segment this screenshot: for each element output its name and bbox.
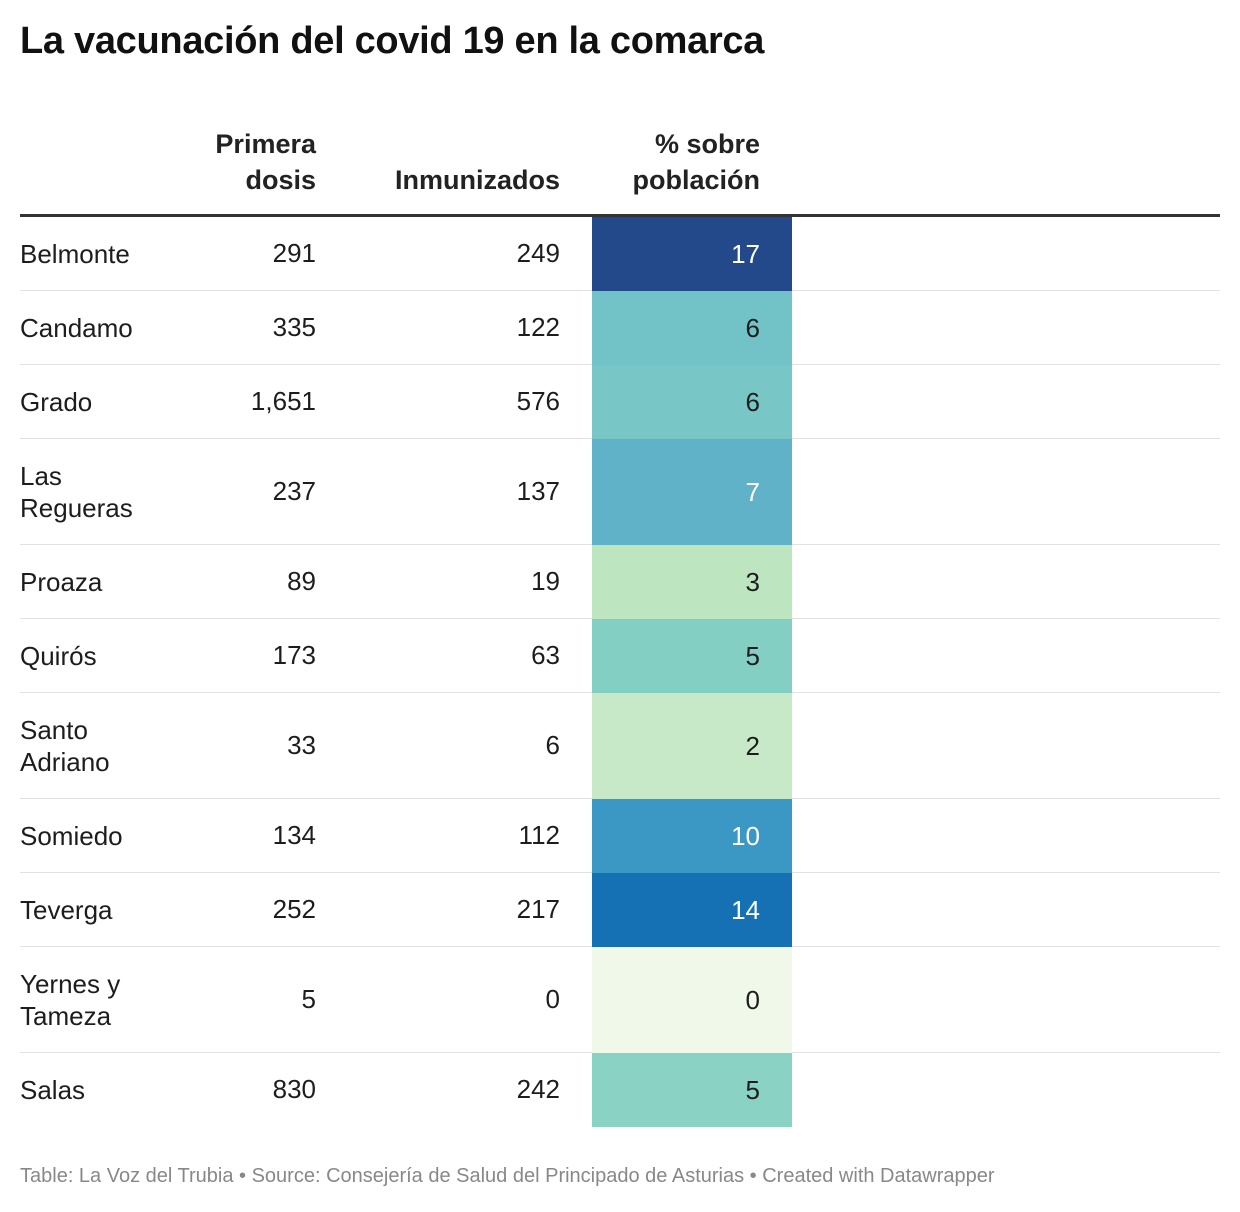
row-pct-heat-cell: 5 <box>592 619 792 693</box>
header-pct-line1: % sobre <box>654 129 760 159</box>
row-primera-dosis: 5 <box>301 984 316 1014</box>
row-primera-dosis: 335 <box>272 312 316 342</box>
row-pct-heat-cell: 3 <box>592 545 792 619</box>
row-pct-heat-cell: 5 <box>592 1053 792 1127</box>
row-inmunizados: 63 <box>531 640 560 670</box>
header-primera-line1: Primera <box>215 129 316 159</box>
row-pct-heat-cell: 7 <box>592 439 792 545</box>
row-primera-dosis: 89 <box>287 566 316 596</box>
row-primera-dosis: 237 <box>272 476 316 506</box>
row-primera-dosis: 33 <box>287 730 316 760</box>
table-row: Teverga 252 217 14 <box>20 873 1220 947</box>
table-body: Belmonte 291 249 17 Candamo 335 122 6 Grado 1,651… <box>20 217 1220 1127</box>
row-inmunizados: 217 <box>516 894 560 924</box>
row-primera-dosis: 1,651 <box>250 386 316 416</box>
row-inmunizados: 6 <box>545 730 560 760</box>
row-municipality: Yernes y Tameza <box>20 968 121 1031</box>
row-primera-dosis: 134 <box>272 820 316 850</box>
footer-credits: Table: La Voz del Trubia • Source: Conse… <box>20 1165 995 1187</box>
row-inmunizados: 0 <box>545 984 560 1014</box>
table-row: Proaza 89 19 3 <box>20 545 1220 619</box>
header-inmunizados-label: Inmunizados <box>394 165 560 195</box>
row-pct-heat-cell: 6 <box>592 291 792 365</box>
row-municipality: Belmonte <box>20 238 130 269</box>
page-title: La vacunación del covid 19 en la comarca <box>20 20 765 62</box>
row-municipality: Grado <box>20 386 93 417</box>
header-pct-line2: población <box>632 165 761 195</box>
table-row: Santo Adriano 33 6 2 <box>20 693 1220 799</box>
row-inmunizados: 122 <box>516 312 560 342</box>
header-primera-dosis[interactable]: Primera dosis <box>116 126 316 198</box>
table-row: Yernes y Tameza 5 0 0 <box>20 947 1220 1053</box>
table-header: Primera dosis Inmunizados % sobre poblac… <box>20 126 1220 217</box>
row-inmunizados: 112 <box>518 820 560 850</box>
table-row: Somiedo 134 112 10 <box>20 799 1220 873</box>
row-inmunizados: 19 <box>531 566 560 596</box>
row-municipality: Salas <box>20 1074 86 1105</box>
row-municipality: Somiedo <box>20 820 123 851</box>
row-pct-heat-cell: 17 <box>592 217 792 291</box>
row-inmunizados: 249 <box>516 238 560 268</box>
header-primera-line2: dosis <box>245 165 316 195</box>
row-inmunizados: 242 <box>516 1074 560 1104</box>
row-primera-dosis: 830 <box>272 1074 316 1104</box>
row-inmunizados: 576 <box>516 386 560 416</box>
table-row: Las Regueras 237 137 7 <box>20 439 1220 545</box>
row-pct-heat-cell: 2 <box>592 693 792 799</box>
row-primera-dosis: 291 <box>272 238 316 268</box>
row-pct-heat-cell: 6 <box>592 365 792 439</box>
row-municipality: Santo Adriano <box>20 714 110 777</box>
header-pct-poblacion[interactable]: % sobre población <box>560 126 761 198</box>
row-pct-heat-cell: 10 <box>592 799 792 873</box>
table-row: Belmonte 291 249 17 <box>20 217 1220 291</box>
row-municipality: Candamo <box>20 312 133 343</box>
row-pct-heat-cell: 0 <box>592 947 792 1053</box>
table-row: Quirós 173 63 5 <box>20 619 1220 693</box>
table-row: Candamo 335 122 6 <box>20 291 1220 365</box>
row-municipality: Quirós <box>20 640 97 671</box>
header-inmunizados[interactable]: Inmunizados <box>320 162 560 198</box>
table-row: Grado 1,651 576 6 <box>20 365 1220 439</box>
row-pct-heat-cell: 14 <box>592 873 792 947</box>
row-municipality: Las Regueras <box>20 460 133 523</box>
table-row: Salas 830 242 5 <box>20 1053 1220 1127</box>
row-municipality: Proaza <box>20 566 103 597</box>
row-inmunizados: 137 <box>516 476 560 506</box>
row-primera-dosis: 252 <box>272 894 316 924</box>
row-municipality: Teverga <box>20 894 113 925</box>
row-primera-dosis: 173 <box>272 640 316 670</box>
